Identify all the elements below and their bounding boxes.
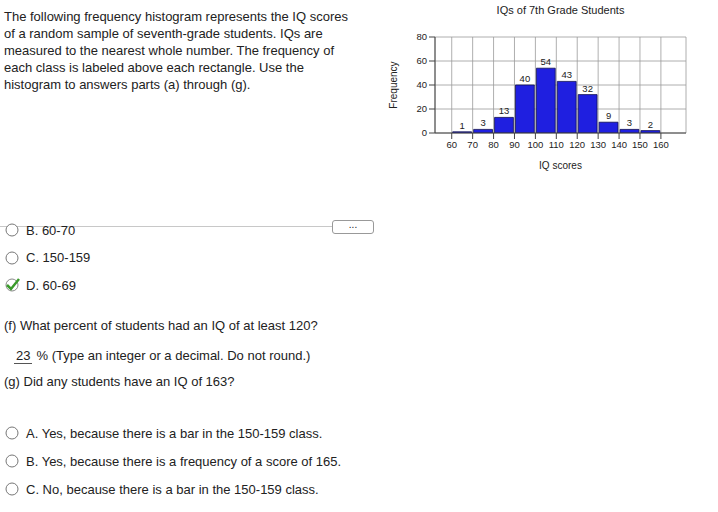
svg-text:60: 60 (416, 55, 427, 66)
svg-text:80: 80 (488, 139, 499, 150)
svg-text:0: 0 (422, 127, 427, 138)
svg-text:120: 120 (569, 139, 585, 150)
svg-text:54: 54 (541, 56, 552, 67)
svg-text:Frequency: Frequency (388, 61, 399, 108)
svg-text:90: 90 (509, 139, 520, 150)
svg-text:150: 150 (632, 139, 648, 150)
html-text:(g) Did any students have an I: (g) Did any students have an IQ of 163? (4, 374, 235, 389)
svg-text:20: 20 (416, 103, 427, 114)
svg-text:110: 110 (549, 139, 564, 150)
svg-text:40: 40 (416, 79, 427, 90)
html-text:D. 60-69: D. 60-69 (26, 277, 76, 293)
svg-text:80: 80 (416, 31, 427, 42)
html-text:C. No, because there is a bar: C. No, because there is a bar in the 150… (26, 481, 319, 497)
svg-text:70: 70 (467, 139, 478, 150)
svg-text:32: 32 (582, 83, 593, 94)
svg-text:9: 9 (606, 110, 611, 121)
svg-text:140: 140 (611, 139, 627, 150)
html-text:IQs of 7th Grade Students: IQs of 7th Grade Students (496, 4, 625, 16)
html-text:A. Yes, because there is a bar: A. Yes, because there is a bar in the 15… (26, 425, 323, 441)
svg-text:43: 43 (561, 69, 572, 80)
svg-text:60: 60 (446, 139, 457, 150)
svg-text:2: 2 (648, 119, 653, 130)
svg-text:13: 13 (499, 105, 510, 116)
html-text:B. Yes, because there is a fre: B. Yes, because there is a frequency of … (26, 453, 342, 469)
svg-text:3: 3 (627, 117, 632, 128)
html-text:23 % (Type an integer or a dec: 23 % (Type an integer or a decimal. Do n… (16, 348, 311, 363)
html-text:B. 60-70: B. 60-70 (26, 222, 76, 238)
svg-text:40: 40 (520, 73, 531, 84)
svg-text:160: 160 (653, 139, 669, 150)
html-text:The following frequency histog: The following frequency histogram repres… (4, 9, 348, 92)
svg-text:130: 130 (590, 139, 606, 150)
html-text:(f) What percent of students h: (f) What percent of students had an IQ o… (4, 318, 318, 333)
html-text:C. 150-159: C. 150-159 (26, 250, 91, 265)
svg-text:1: 1 (459, 120, 464, 131)
svg-text:100: 100 (527, 139, 543, 150)
svg-text:IQ scores: IQ scores (539, 160, 582, 171)
svg-text:3: 3 (480, 117, 485, 128)
